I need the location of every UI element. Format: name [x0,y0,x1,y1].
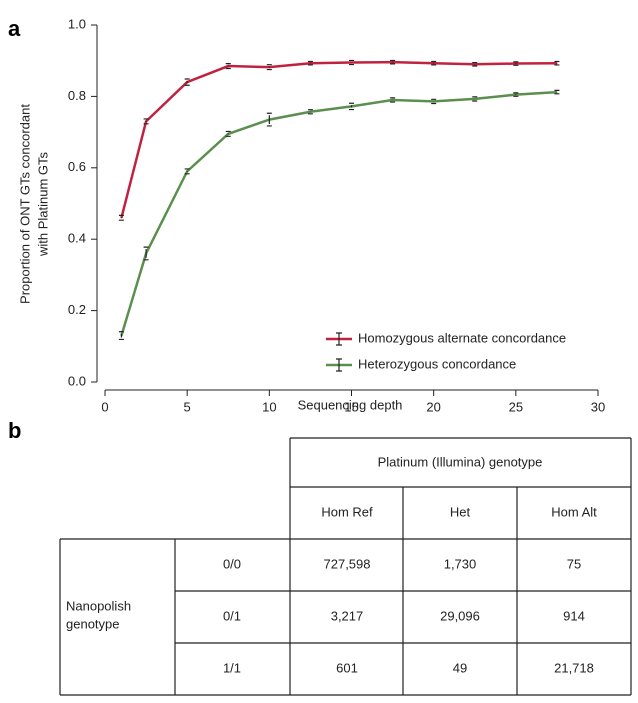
error-bar [266,112,272,127]
error-bar [349,59,354,66]
error-bar [118,214,124,221]
x-axis-label: Sequencing depth [298,397,403,412]
panel-label: a [8,16,21,41]
row-group-label: Nanopolish [66,598,131,613]
error-bar [307,109,313,115]
x-tick-label: 10 [262,399,276,414]
table-cell: 49 [453,660,467,675]
x-tick-label: 15 [344,399,358,414]
error-bar [349,102,354,111]
table-cell: 727,598 [324,556,371,571]
error-bar [184,78,190,86]
table-header: Platinum (Illumina) genotype [378,454,543,469]
y-tick-label: 1.0 [68,16,86,31]
error-bar [554,60,560,66]
table-cell: 3,217 [331,608,364,623]
error-bar [472,61,478,67]
table-cell: 75 [567,556,581,571]
series-line [120,60,557,219]
y-tick-label: 0.6 [68,159,86,174]
x-tick-label: 25 [509,399,523,414]
table-cell: 914 [563,608,585,623]
table-cell: 1,730 [444,556,477,571]
error-bar [266,64,272,71]
error-bar [431,98,437,105]
table [59,437,632,696]
error-bar [184,168,190,175]
y-tick-label: 0.4 [68,231,86,246]
row-group-label: genotype [66,616,120,631]
row-label: 0/1 [223,608,241,623]
x-tick-label: 5 [184,399,191,414]
legend-label: Homozygous alternate concordance [358,330,566,345]
x-tick-label: 0 [101,399,108,414]
error-bar [554,89,560,95]
panel-label: b [8,418,21,443]
column-header: Het [450,504,471,519]
error-bar [225,130,231,137]
table-cell: 601 [336,660,358,675]
error-bar [513,61,519,66]
y-tick-label: 0.8 [68,88,86,103]
error-bar [143,246,149,261]
y-tick-label: 0.2 [68,302,86,317]
legend-label: Heterozygous concordance [358,356,516,371]
error-bar [307,60,313,66]
error-bar [472,96,478,102]
row-label: 0/0 [223,556,241,571]
error-bar [390,59,396,65]
error-bar [225,63,231,70]
column-header: Hom Alt [551,504,597,519]
y-axis-label: with Platinum GTs [35,151,50,257]
y-tick-label: 0.0 [68,373,86,388]
column-header: Hom Ref [321,504,373,519]
y-axis-label: Proportion of ONT GTs concordant [17,104,32,304]
x-tick-label: 30 [591,399,605,414]
x-tick-label: 20 [426,399,440,414]
error-bar [390,97,396,103]
legend-errbar [336,358,342,372]
error-bar [118,331,124,341]
error-bar [431,60,437,66]
error-bar [143,118,149,125]
series-line [120,90,557,336]
table-cell: 21,718 [554,660,594,675]
table-cell: 29,096 [440,608,480,623]
legend-errbar [336,332,342,346]
error-bar [513,92,519,97]
row-label: 1/1 [223,660,241,675]
